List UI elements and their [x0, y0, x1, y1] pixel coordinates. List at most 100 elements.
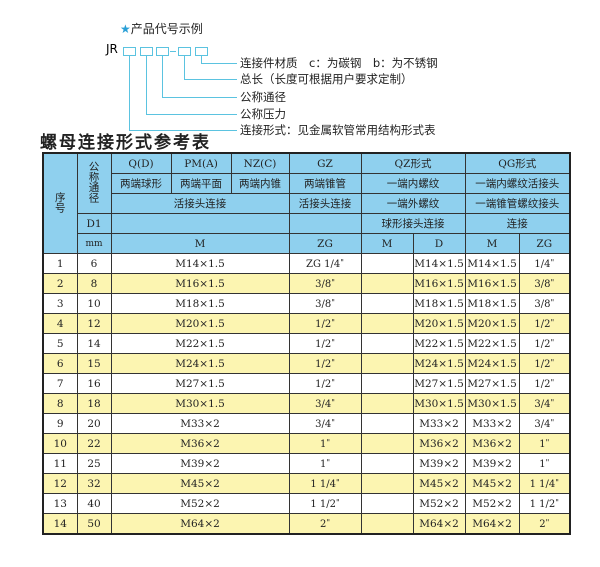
thread-size-value: 1 [539, 458, 546, 470]
thread-size-value: 3/8 [534, 298, 551, 310]
thread-size-value: 3/8 [315, 278, 332, 290]
table-row: 5 14 M22×1.5 1/2" M22×1.5 M22×1.5 1/2" [42, 333, 571, 354]
table-cell: M20×1.5 [464, 313, 520, 334]
inch-mark: " [340, 257, 344, 267]
inch-mark: " [550, 277, 555, 287]
table-cell [360, 393, 414, 414]
table-cell: 1/2" [288, 333, 362, 354]
header-cell: ZG [288, 233, 362, 254]
table-cell: ZG 1/4" [288, 253, 362, 274]
code-box [123, 47, 136, 56]
inch-mark: " [550, 317, 555, 327]
inch-mark: " [550, 337, 555, 347]
leader-line [146, 114, 237, 115]
table-cell: M14×1.5 [110, 253, 290, 274]
table-cell [360, 413, 414, 434]
table-cell [360, 493, 414, 514]
table-cell: 9 [42, 413, 78, 434]
table-cell [360, 453, 414, 474]
header-dn: 公称通径 [76, 152, 112, 214]
table-cell [360, 293, 414, 314]
inch-mark: " [326, 517, 331, 527]
table-cell: 3/4" [288, 393, 362, 414]
table-cell: 3/8" [518, 273, 571, 294]
table-cell: M30×1.5 [464, 393, 520, 414]
table-cell: M18×1.5 [412, 293, 466, 314]
table-row: 12 32 M45×2 1 1/4" M45×2 M45×2 1 1/4" [42, 473, 571, 494]
table-cell: 32 [76, 473, 112, 494]
table-cell: 8 [76, 273, 112, 294]
table-cell: M20×1.5 [412, 313, 466, 334]
header-cell: M [464, 233, 520, 254]
header-cell: 一端内螺纹 [360, 173, 466, 194]
header-q: Q(D) [110, 152, 172, 174]
inch-mark: " [331, 317, 335, 327]
table-cell: 5 [42, 333, 78, 354]
table-cell: 7 [42, 373, 78, 394]
table-cell [360, 253, 414, 274]
table-cell: M22×1.5 [110, 333, 290, 354]
inch-mark: " [331, 417, 335, 427]
table-cell: 1 [42, 253, 78, 274]
thread-size-value: 1/2 [315, 378, 332, 390]
table-title: 螺母连接形式参考表 [40, 133, 211, 153]
table-cell: M39×2 [110, 453, 290, 474]
table-row: 13 40 M52×2 1 1/2" M52×2 M52×2 1 1/2" [42, 493, 571, 514]
header-cell: 一端锥管螺纹接头 [464, 193, 571, 214]
thread-size-value: 1/2 [534, 318, 551, 330]
table-cell: 1" [518, 453, 571, 474]
header-seq-label: 序号 [53, 191, 66, 213]
table-row: 2 8 M16×1.5 3/8" M16×1.5 M16×1.5 3/8" [42, 273, 571, 294]
thread-size-value: 3/4 [534, 398, 551, 410]
inch-mark: " [331, 357, 335, 367]
table-cell: 14 [42, 513, 78, 535]
table-cell: 16 [76, 373, 112, 394]
table-cell: 10 [76, 293, 112, 314]
code-label: 连接件材质 c：为碳钢 b：为不锈钢 [240, 56, 438, 70]
table-cell: 1 1/4" [288, 473, 362, 494]
thread-size-value: 1 1/4 [529, 478, 556, 490]
code-label: 公称通径 [240, 90, 286, 104]
header-qz: QZ形式 [360, 152, 466, 174]
header-cell: ZG [518, 233, 571, 254]
nut-connection-table: 序号 公称通径 Q(D) PM(A) NZ(C) GZ QZ形式 QG形式 两端球形 两端平面… [42, 152, 571, 535]
table-cell [360, 313, 414, 334]
inch-mark: " [331, 337, 335, 347]
table-cell: 3/4" [518, 393, 571, 414]
table-cell: 1/2" [288, 353, 362, 374]
table-cell [360, 333, 414, 354]
leader-line [146, 56, 147, 115]
inch-mark: " [550, 297, 555, 307]
table-cell: M14×1.5 [412, 253, 466, 274]
table-cell: 1" [288, 453, 362, 474]
table-cell: 6 [42, 353, 78, 374]
header-seq: 序号 [42, 152, 78, 254]
table-cell: 22 [76, 433, 112, 454]
inch-mark: " [550, 397, 555, 407]
code-box [178, 47, 191, 56]
table-cell: 18 [76, 393, 112, 414]
header-pm: PM(A) [170, 152, 232, 174]
table-cell: 4 [42, 313, 78, 334]
table-cell: 12 [42, 473, 78, 494]
table-cell: 1/2" [518, 373, 571, 394]
dash [170, 51, 176, 52]
thread-size-value: 3/4 [315, 418, 332, 430]
table-cell: M16×1.5 [412, 273, 466, 294]
thread-size-value: 1/2 [315, 318, 332, 330]
thread-size-value: 1 [539, 438, 546, 450]
table-cell: 1/4" [518, 253, 571, 274]
table-cell: M33×2 [412, 413, 466, 434]
table-cell: M36×2 [110, 433, 290, 454]
header-cell: 两端平面 [170, 173, 232, 194]
table-cell: 1/2" [518, 333, 571, 354]
table-cell: 1 1/2" [518, 493, 571, 514]
thread-size-value: 1 1/2 [529, 498, 556, 510]
thread-size-value: 1/2 [534, 378, 551, 390]
table-cell: M45×2 [110, 473, 290, 494]
table-row: 9 20 M33×2 3/4" M33×2 M33×2 3/4" [42, 413, 571, 434]
inch-mark: " [335, 497, 340, 507]
inch-mark: " [550, 357, 555, 367]
leader-line [129, 56, 130, 131]
table-cell: 25 [76, 453, 112, 474]
